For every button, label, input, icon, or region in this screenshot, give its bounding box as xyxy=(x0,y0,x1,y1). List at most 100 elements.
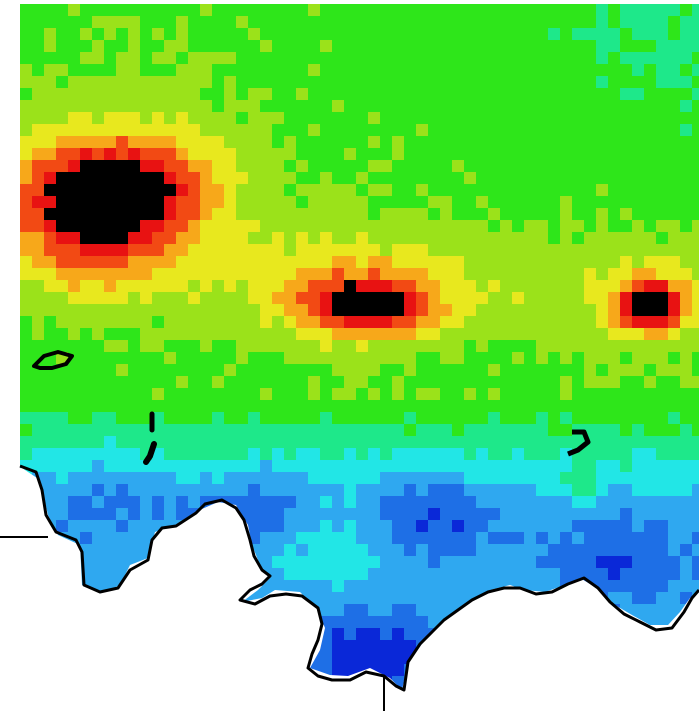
heatmap-cell xyxy=(56,88,69,101)
heatmap-cell xyxy=(680,580,693,593)
heatmap-cell xyxy=(596,88,609,101)
heatmap-cell xyxy=(632,40,645,53)
heatmap-cell xyxy=(20,16,33,29)
heatmap-cell xyxy=(320,196,333,209)
heatmap-cell xyxy=(608,520,621,533)
heatmap-cell xyxy=(692,208,699,221)
heatmap-cell xyxy=(68,388,81,401)
heatmap-cell xyxy=(116,220,129,233)
heatmap-cell xyxy=(176,460,189,473)
heatmap-cell xyxy=(596,496,609,509)
heatmap-cell xyxy=(272,472,285,485)
heatmap-cell xyxy=(392,400,405,413)
heatmap-cell xyxy=(272,568,285,581)
heatmap-cell xyxy=(488,184,501,197)
heatmap-cell xyxy=(512,472,525,485)
heatmap-cell xyxy=(380,640,393,653)
heatmap-cell xyxy=(560,160,573,173)
heatmap-cell xyxy=(296,328,309,341)
heatmap-cell xyxy=(128,448,141,461)
heatmap-cell xyxy=(44,292,57,305)
heatmap-cell xyxy=(596,112,609,125)
heatmap-cell xyxy=(296,280,309,293)
heatmap-cell xyxy=(104,136,117,149)
heatmap-cell xyxy=(464,64,477,77)
heatmap-cell xyxy=(680,40,693,53)
heatmap-cell xyxy=(512,556,525,569)
heatmap-cell xyxy=(128,316,141,329)
heatmap-cell xyxy=(212,388,225,401)
heatmap-cell xyxy=(416,64,429,77)
heatmap-cell xyxy=(440,544,453,557)
heatmap-cell xyxy=(656,244,669,257)
heatmap-cell xyxy=(524,496,537,509)
heatmap-cell xyxy=(692,196,699,209)
heatmap-cell xyxy=(260,484,273,497)
heatmap-cell xyxy=(476,388,489,401)
heatmap-cell xyxy=(584,256,597,269)
heatmap-cell xyxy=(428,160,441,173)
heatmap-cell xyxy=(548,136,561,149)
heatmap-cell xyxy=(188,124,201,137)
heatmap-cell xyxy=(284,28,297,41)
heatmap-cell xyxy=(308,28,321,41)
heatmap-cell xyxy=(428,208,441,221)
heatmap-cell xyxy=(200,40,213,53)
heatmap-cell xyxy=(272,256,285,269)
heatmap-cell xyxy=(104,172,117,185)
heatmap-cell xyxy=(236,76,249,89)
heatmap-cell xyxy=(308,544,321,557)
heatmap-cell xyxy=(524,124,537,137)
heatmap-cell xyxy=(20,352,33,365)
heatmap-cell xyxy=(44,256,57,269)
heatmap-cell xyxy=(80,496,93,509)
heatmap-cell xyxy=(236,88,249,101)
heatmap-cell xyxy=(560,64,573,77)
heatmap-cell xyxy=(296,148,309,161)
heatmap-cell xyxy=(476,232,489,245)
heatmap-cell xyxy=(296,4,309,17)
heatmap-cell xyxy=(644,112,657,125)
heatmap-cell xyxy=(92,412,105,425)
heatmap-cell xyxy=(104,184,117,197)
heatmap-cell xyxy=(368,232,381,245)
heatmap-cell xyxy=(104,496,117,509)
heatmap-cell xyxy=(176,124,189,137)
heatmap-cell xyxy=(512,340,525,353)
heatmap-cell xyxy=(404,28,417,41)
heatmap-cell xyxy=(584,28,597,41)
heatmap-cell xyxy=(416,4,429,17)
heatmap-cell xyxy=(308,76,321,89)
heatmap-cell xyxy=(188,88,201,101)
heatmap-cell xyxy=(80,4,93,17)
heatmap-cell xyxy=(224,328,237,341)
heatmap-cell xyxy=(608,148,621,161)
heatmap-cell xyxy=(476,352,489,365)
heatmap-cell xyxy=(572,268,585,281)
heatmap-cell xyxy=(620,484,633,497)
heatmap-cell xyxy=(32,100,45,113)
heatmap-cell xyxy=(128,436,141,449)
heatmap-cell xyxy=(416,592,429,605)
heatmap-cell xyxy=(332,316,345,329)
heatmap-cell xyxy=(392,436,405,449)
heatmap-cell xyxy=(500,316,513,329)
heatmap-cell xyxy=(512,508,525,521)
heatmap-cell xyxy=(320,268,333,281)
heatmap-cell xyxy=(176,508,189,521)
heatmap-cell xyxy=(116,292,129,305)
heatmap-cell xyxy=(176,376,189,389)
heatmap-cell xyxy=(572,400,585,413)
heatmap-cell xyxy=(56,304,69,317)
heatmap-cell xyxy=(608,232,621,245)
heatmap-cell xyxy=(296,220,309,233)
heatmap-cell xyxy=(320,544,333,557)
heatmap-cell xyxy=(464,232,477,245)
heatmap-cell xyxy=(596,52,609,65)
heatmap-cell xyxy=(524,16,537,29)
heatmap-cell xyxy=(128,160,141,173)
heatmap-cell xyxy=(176,88,189,101)
heatmap-cell xyxy=(584,496,597,509)
heatmap-cell xyxy=(176,316,189,329)
heatmap-cell xyxy=(692,280,699,293)
